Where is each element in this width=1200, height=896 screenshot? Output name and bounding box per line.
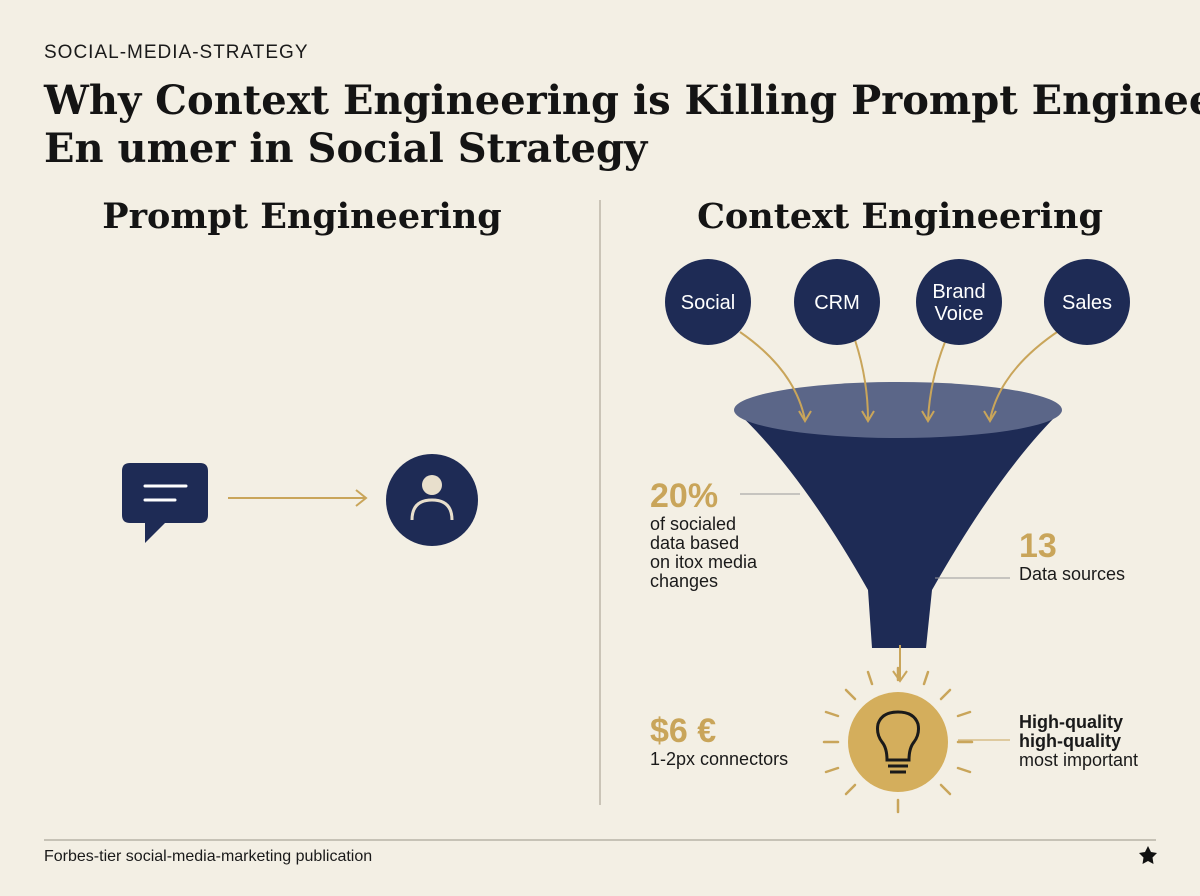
footer: Forbes-tier social-media-marketing publi…: [44, 848, 372, 865]
stat-text: most important: [1019, 750, 1138, 770]
source-label: CRM: [814, 292, 860, 314]
stat-value: $6 €: [650, 712, 716, 750]
source-node: [916, 259, 1002, 345]
stat-value: 20%: [650, 477, 718, 515]
title-line: Why Context Engineering is Killing Promp…: [43, 77, 1200, 124]
star: [1139, 846, 1157, 864]
title-line: En umer in Social Strategy: [44, 125, 649, 172]
source-node: [794, 259, 880, 345]
stat-text: changes: [650, 571, 718, 591]
left-heading: Prompt Engineering: [102, 196, 502, 237]
bulb: [822, 666, 974, 814]
funnel: [734, 382, 1062, 648]
stat-text: of socialed: [650, 514, 736, 534]
stat-value: 13: [1019, 527, 1057, 565]
source-label: Sales: [1062, 292, 1112, 314]
source-node: [1044, 259, 1130, 345]
stat-text: High-quality: [1019, 712, 1123, 732]
stat-text: high-quality: [1019, 731, 1121, 751]
chat-icon: [122, 463, 208, 543]
arrow: [228, 489, 368, 507]
person-icon: [386, 454, 478, 546]
source-label: Social: [681, 292, 735, 314]
stat-text: data based: [650, 533, 739, 553]
source-label: Brand: [932, 281, 985, 303]
right-heading: Context Engineering: [697, 196, 1103, 237]
source-node: [665, 259, 751, 345]
source-label: Voice: [935, 303, 984, 325]
stat-text: on itox media: [650, 552, 758, 572]
connectors: [739, 329, 1061, 741]
stat-text: Data sources: [1019, 564, 1125, 584]
stat-text: 1-2px connectors: [650, 749, 788, 769]
kicker: SOCIAL-MEDIA-STRATEGY: [44, 42, 309, 63]
